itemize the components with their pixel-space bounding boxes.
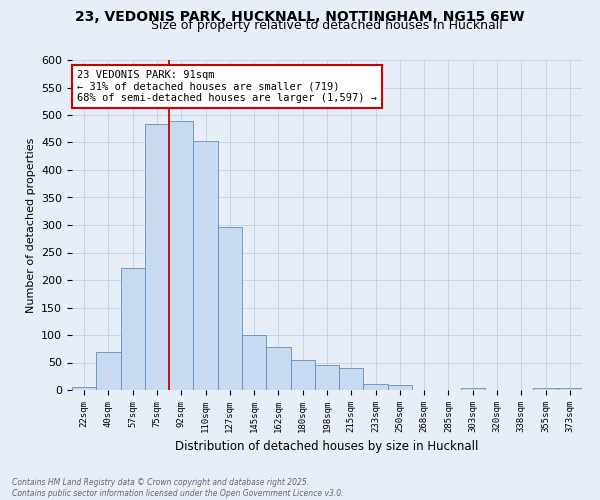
- Bar: [315, 364, 339, 390]
- Bar: [145, 124, 169, 390]
- Bar: [169, 120, 193, 390]
- Bar: [339, 368, 364, 390]
- Bar: [121, 268, 145, 390]
- Bar: [242, 335, 266, 390]
- Y-axis label: Number of detached properties: Number of detached properties: [26, 138, 35, 312]
- Bar: [533, 388, 558, 390]
- Bar: [193, 141, 218, 390]
- X-axis label: Distribution of detached houses by size in Hucknall: Distribution of detached houses by size …: [175, 440, 479, 454]
- Text: 23 VEDONIS PARK: 91sqm
← 31% of detached houses are smaller (719)
68% of semi-de: 23 VEDONIS PARK: 91sqm ← 31% of detached…: [77, 70, 377, 103]
- Text: Contains HM Land Registry data © Crown copyright and database right 2025.
Contai: Contains HM Land Registry data © Crown c…: [12, 478, 343, 498]
- Bar: [96, 352, 121, 390]
- Bar: [364, 384, 388, 390]
- Text: 23, VEDONIS PARK, HUCKNALL, NOTTINGHAM, NG15 6EW: 23, VEDONIS PARK, HUCKNALL, NOTTINGHAM, …: [75, 10, 525, 24]
- Bar: [558, 388, 582, 390]
- Bar: [266, 346, 290, 390]
- Bar: [461, 388, 485, 390]
- Bar: [72, 387, 96, 390]
- Bar: [388, 384, 412, 390]
- Bar: [290, 360, 315, 390]
- Bar: [218, 226, 242, 390]
- Title: Size of property relative to detached houses in Hucknall: Size of property relative to detached ho…: [151, 20, 503, 32]
